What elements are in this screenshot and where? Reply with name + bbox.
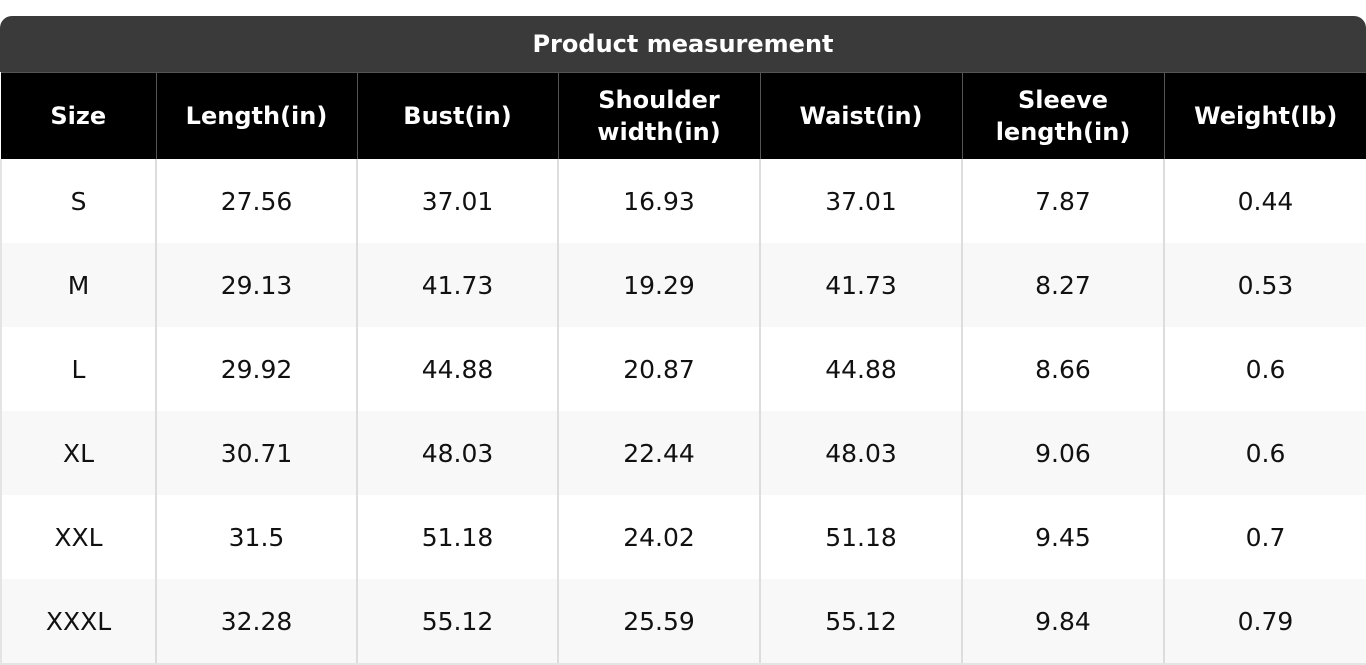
table-row: S 27.56 37.01 16.93 37.01 7.87 0.44 <box>0 159 1366 243</box>
table-title: Product measurement <box>0 16 1366 72</box>
size-chart: Product measurement Size Length(in) Bust(i… <box>0 16 1366 665</box>
size-cell: XL <box>0 411 156 495</box>
value-cell: 55.12 <box>356 579 558 665</box>
value-cell: 44.88 <box>356 327 558 411</box>
value-cell: 20.87 <box>557 327 760 411</box>
value-cell: 37.01 <box>759 159 962 243</box>
value-cell: 0.79 <box>1163 579 1366 665</box>
table-row: L 29.92 44.88 20.87 44.88 8.66 0.6 <box>0 327 1366 411</box>
column-header: Bust(in) <box>356 72 558 159</box>
size-cell: M <box>0 243 156 327</box>
value-cell: 8.66 <box>961 327 1164 411</box>
value-cell: 32.28 <box>155 579 357 665</box>
table-body: S 27.56 37.01 16.93 37.01 7.87 0.44 M 29.13 41.73… <box>0 159 1366 665</box>
size-cell: L <box>0 327 156 411</box>
value-cell: 48.03 <box>356 411 558 495</box>
value-cell: 24.02 <box>557 495 760 579</box>
value-cell: 16.93 <box>557 159 760 243</box>
value-cell: 9.84 <box>961 579 1164 665</box>
table-row: M 29.13 41.73 19.29 41.73 8.27 0.53 <box>0 243 1366 327</box>
measurement-table: Size Length(in) Bust(in) Shoulder width(in)… <box>0 72 1366 665</box>
value-cell: 0.44 <box>1163 159 1366 243</box>
column-header: Length(in) <box>155 72 357 159</box>
value-cell: 31.5 <box>155 495 357 579</box>
value-cell: 41.73 <box>356 243 558 327</box>
size-cell: XXXL <box>0 579 156 665</box>
column-header: Shoulder width(in) <box>557 72 760 159</box>
value-cell: 9.06 <box>961 411 1164 495</box>
value-cell: 7.87 <box>961 159 1164 243</box>
table-row: XXXL 32.28 55.12 25.59 55.12 9.84 0.79 <box>0 579 1366 665</box>
value-cell: 0.6 <box>1163 411 1366 495</box>
column-header: Size <box>1 72 156 159</box>
column-header: Sleeve length(in) <box>961 72 1164 159</box>
value-cell: 30.71 <box>155 411 357 495</box>
value-cell: 37.01 <box>356 159 558 243</box>
value-cell: 55.12 <box>759 579 962 665</box>
size-cell: XXL <box>0 495 156 579</box>
value-cell: 51.18 <box>759 495 962 579</box>
column-header: Waist(in) <box>759 72 962 159</box>
value-cell: 29.13 <box>155 243 357 327</box>
value-cell: 0.6 <box>1163 327 1366 411</box>
header-row: Size Length(in) Bust(in) Shoulder width(in)… <box>1 72 1366 159</box>
value-cell: 44.88 <box>759 327 962 411</box>
value-cell: 27.56 <box>155 159 357 243</box>
value-cell: 41.73 <box>759 243 962 327</box>
value-cell: 0.7 <box>1163 495 1366 579</box>
value-cell: 0.53 <box>1163 243 1366 327</box>
column-header: Weight(lb) <box>1163 72 1366 159</box>
value-cell: 25.59 <box>557 579 760 665</box>
value-cell: 22.44 <box>557 411 760 495</box>
value-cell: 8.27 <box>961 243 1164 327</box>
size-cell: S <box>0 159 156 243</box>
value-cell: 51.18 <box>356 495 558 579</box>
table-row: XL 30.71 48.03 22.44 48.03 9.06 0.6 <box>0 411 1366 495</box>
value-cell: 48.03 <box>759 411 962 495</box>
value-cell: 19.29 <box>557 243 760 327</box>
value-cell: 29.92 <box>155 327 357 411</box>
value-cell: 9.45 <box>961 495 1164 579</box>
table-row: XXL 31.5 51.18 24.02 51.18 9.45 0.7 <box>0 495 1366 579</box>
